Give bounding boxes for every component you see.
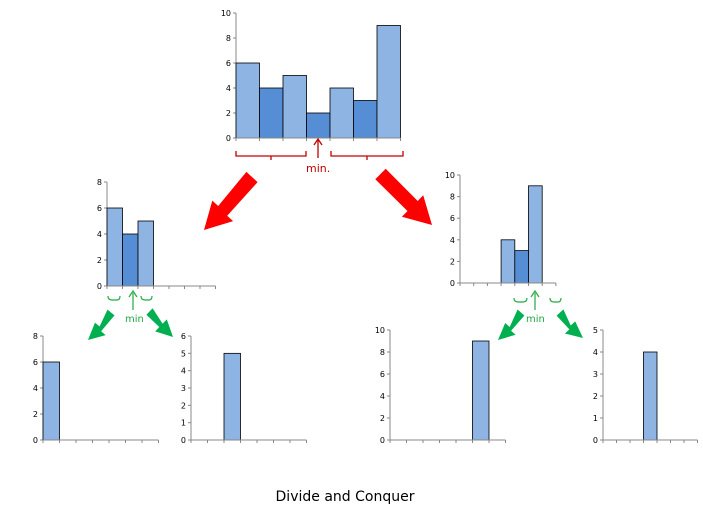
y-tick-label: 4	[226, 84, 231, 93]
green-arrow-mid-right-left	[498, 309, 525, 340]
y-tick-label: 3	[181, 384, 186, 393]
y-tick-label: 2	[593, 392, 598, 401]
y-tick-label: 1	[181, 419, 186, 428]
bar	[306, 112, 331, 139]
y-tick-label: 2	[380, 414, 385, 423]
min-up-arrow	[313, 137, 323, 158]
charts-layer: 0 2 4 6 8 10 0 2 4 6 8 0 2 4 6 8 10 0 2 4 6 8 0 1 2 3 4 5 6 0 2 4 6 8 10 0 1…	[33, 9, 698, 445]
left-brace	[235, 151, 307, 160]
y-tick-label: 8	[226, 34, 231, 43]
y-tick-label: 2	[450, 257, 455, 266]
y-tick-label: 0	[97, 282, 102, 291]
y-tick-label: 5	[593, 326, 598, 335]
bar	[514, 250, 529, 284]
bar	[223, 352, 241, 441]
bar	[137, 220, 154, 287]
bar	[42, 361, 60, 441]
bar	[259, 87, 284, 139]
bar	[472, 340, 490, 441]
bar	[376, 25, 401, 139]
bar	[353, 100, 378, 139]
min-label-right: min	[526, 314, 545, 325]
top-min-annotation: min.	[235, 137, 404, 175]
min-up-arrow	[128, 289, 138, 310]
y-tick-label: 1	[593, 414, 598, 423]
y-tick-label: 8	[97, 178, 102, 187]
bar	[282, 75, 307, 139]
chart-top: 0 2 4 6 8 10	[221, 9, 401, 143]
chart-mid-right: 0 2 4 6 8 10	[445, 171, 557, 288]
right-brace	[330, 151, 404, 160]
y-tick-label: 6	[226, 59, 231, 68]
y-tick-label: 6	[97, 204, 102, 213]
min-up-arrow	[530, 289, 540, 310]
mid-right-min-annotation: min	[513, 289, 562, 325]
bar	[528, 185, 543, 284]
y-tick-label: 8	[450, 193, 455, 202]
red-arrow-right	[375, 168, 432, 225]
y-tick-label: 10	[221, 9, 231, 18]
y-tick-label: 4	[97, 230, 102, 239]
right-brace	[549, 297, 562, 303]
y-tick-label: 3	[593, 370, 598, 379]
green-arrow-mid-right-right	[556, 309, 583, 338]
y-tick-label: 6	[380, 370, 385, 379]
y-tick-label: 2	[181, 401, 186, 410]
chart-bottom-2: 0 1 2 3 4 5 6	[181, 332, 307, 445]
y-tick-label: 6	[450, 214, 455, 223]
mid-left-min-annotation: min	[107, 289, 153, 325]
y-tick-label: 4	[450, 236, 455, 245]
y-tick-label: 6	[33, 358, 38, 367]
green-arrow-mid-left-right	[146, 308, 173, 337]
chart-bottom-3: 0 2 4 6 8 10	[375, 326, 506, 445]
y-tick-label: 0	[226, 134, 231, 143]
diagram-caption: Divide and Conquer	[276, 489, 415, 505]
y-tick-label: 2	[33, 410, 38, 419]
y-tick-label: 2	[226, 109, 231, 118]
green-arrow-mid-left-left	[88, 309, 115, 340]
y-tick-label: 0	[450, 279, 455, 288]
y-tick-label: 0	[380, 436, 385, 445]
y-tick-label: 0	[181, 436, 186, 445]
bar	[500, 239, 516, 284]
y-tick-label: 8	[380, 348, 385, 357]
y-tick-label: 4	[33, 384, 38, 393]
chart-bottom-1: 0 2 4 6 8	[33, 332, 159, 445]
y-tick-label: 10	[375, 326, 385, 335]
y-tick-label: 2	[97, 256, 102, 265]
bar	[235, 62, 260, 139]
y-tick-label: 5	[181, 349, 186, 358]
bar	[122, 233, 139, 287]
right-brace	[140, 295, 153, 301]
chart-mid-left: 0 2 4 6 8	[97, 178, 216, 291]
red-arrow-left	[204, 171, 258, 230]
min-label-left: min	[125, 314, 144, 325]
bar	[329, 87, 354, 139]
min-label-top: min.	[306, 162, 330, 175]
bar	[643, 351, 658, 441]
y-tick-label: 6	[181, 332, 186, 341]
chart-bottom-4: 0 1 2 3 4 5	[593, 326, 698, 445]
y-tick-label: 4	[593, 348, 598, 357]
y-tick-label: 0	[33, 436, 38, 445]
y-tick-label: 4	[380, 392, 385, 401]
y-tick-label: 4	[181, 367, 186, 376]
left-brace	[107, 295, 121, 301]
bar	[106, 207, 123, 287]
y-tick-label: 0	[593, 436, 598, 445]
y-tick-label: 8	[33, 332, 38, 341]
y-tick-label: 10	[445, 171, 455, 180]
left-brace	[513, 297, 528, 303]
